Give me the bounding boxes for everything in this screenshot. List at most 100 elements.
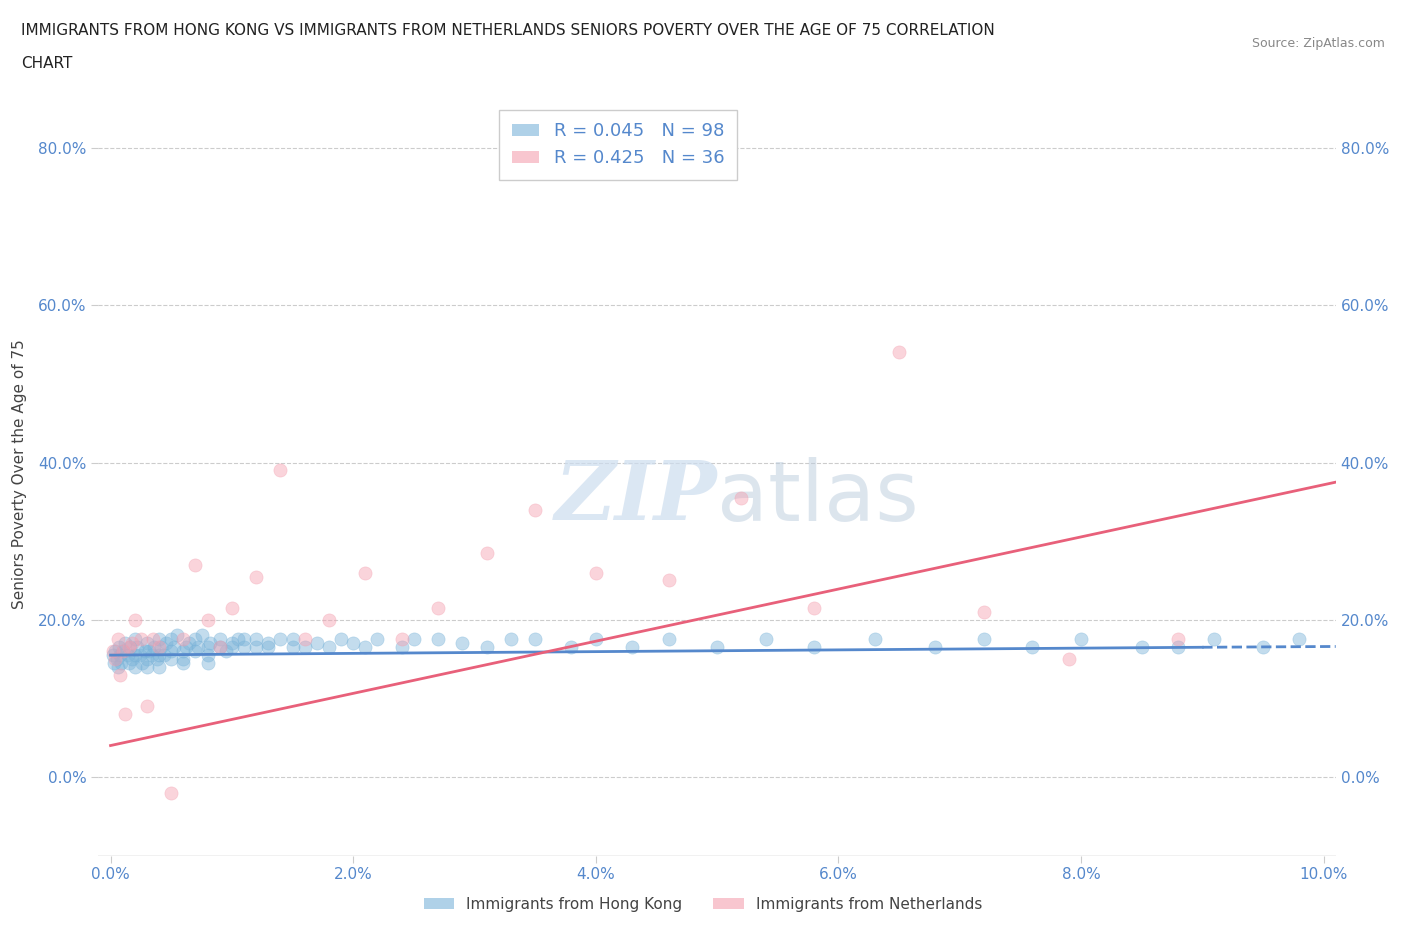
Point xyxy=(172,632,194,647)
Point xyxy=(221,640,243,655)
Legend: R = 0.045   N = 98, R = 0.425   N = 36: R = 0.045 N = 98, R = 0.425 N = 36 xyxy=(499,110,737,180)
Point xyxy=(197,656,219,671)
Point xyxy=(197,640,219,655)
Point xyxy=(208,632,231,647)
Point xyxy=(105,652,128,667)
Point xyxy=(184,557,207,572)
Point xyxy=(108,640,131,655)
Point xyxy=(973,632,995,647)
Point xyxy=(657,632,679,647)
Point xyxy=(190,628,212,643)
Text: CHART: CHART xyxy=(21,56,73,71)
Point xyxy=(124,612,146,627)
Point xyxy=(136,636,159,651)
Point xyxy=(245,632,267,647)
Point xyxy=(118,640,141,655)
Point xyxy=(354,565,377,580)
Point xyxy=(153,647,176,662)
Point xyxy=(111,644,134,658)
Point xyxy=(114,707,136,722)
Point xyxy=(121,636,143,651)
Text: Source: ZipAtlas.com: Source: ZipAtlas.com xyxy=(1251,37,1385,50)
Point xyxy=(330,632,353,647)
Point xyxy=(524,632,547,647)
Point xyxy=(269,632,291,647)
Point xyxy=(121,652,143,667)
Point xyxy=(104,652,127,667)
Point xyxy=(281,640,304,655)
Point xyxy=(134,644,156,658)
Point xyxy=(269,463,291,478)
Point xyxy=(104,644,127,658)
Point xyxy=(148,647,170,662)
Point xyxy=(184,644,207,658)
Point xyxy=(1167,632,1189,647)
Point xyxy=(803,640,825,655)
Point xyxy=(427,632,450,647)
Point xyxy=(1288,632,1310,647)
Point xyxy=(124,632,146,647)
Point xyxy=(427,601,450,616)
Point xyxy=(143,640,166,655)
Point xyxy=(226,632,249,647)
Point xyxy=(136,698,159,713)
Point xyxy=(208,640,231,655)
Point xyxy=(124,659,146,674)
Point xyxy=(142,632,165,647)
Point xyxy=(160,652,183,667)
Point xyxy=(136,652,159,667)
Point xyxy=(160,785,183,800)
Point xyxy=(141,647,163,662)
Point xyxy=(1204,632,1226,647)
Point xyxy=(128,647,150,662)
Point xyxy=(172,644,194,658)
Point xyxy=(342,636,364,651)
Point xyxy=(475,546,498,561)
Point xyxy=(150,640,173,655)
Point xyxy=(110,656,132,671)
Point xyxy=(114,636,136,651)
Point xyxy=(172,652,194,667)
Point xyxy=(451,636,474,651)
Point xyxy=(160,644,183,658)
Point xyxy=(621,640,644,655)
Point xyxy=(127,640,149,655)
Point xyxy=(179,636,201,651)
Point xyxy=(887,345,910,360)
Point xyxy=(281,632,304,647)
Point xyxy=(148,640,170,655)
Point xyxy=(1251,640,1274,655)
Y-axis label: Seniors Poverty Over the Age of 75: Seniors Poverty Over the Age of 75 xyxy=(13,339,27,609)
Point xyxy=(585,565,607,580)
Point xyxy=(131,656,153,671)
Legend: Immigrants from Hong Kong, Immigrants from Netherlands: Immigrants from Hong Kong, Immigrants fr… xyxy=(418,891,988,918)
Point xyxy=(924,640,946,655)
Point xyxy=(499,632,522,647)
Point xyxy=(107,632,129,647)
Point xyxy=(187,640,209,655)
Point xyxy=(233,640,256,655)
Text: IMMIGRANTS FROM HONG KONG VS IMMIGRANTS FROM NETHERLANDS SENIORS POVERTY OVER TH: IMMIGRANTS FROM HONG KONG VS IMMIGRANTS … xyxy=(21,23,995,38)
Point xyxy=(318,640,340,655)
Point xyxy=(208,640,231,655)
Point xyxy=(973,604,995,619)
Point xyxy=(1167,640,1189,655)
Point xyxy=(166,628,188,643)
Point xyxy=(162,640,184,655)
Point xyxy=(706,640,728,655)
Point xyxy=(215,644,238,658)
Point xyxy=(354,640,377,655)
Point xyxy=(245,569,267,584)
Point xyxy=(145,652,167,667)
Point xyxy=(257,636,280,651)
Point xyxy=(174,640,197,655)
Point xyxy=(110,647,132,662)
Point xyxy=(172,656,194,671)
Point xyxy=(198,636,221,651)
Point xyxy=(402,632,425,647)
Point xyxy=(129,632,152,647)
Point xyxy=(221,601,243,616)
Point xyxy=(863,632,886,647)
Point xyxy=(221,636,243,651)
Point xyxy=(138,644,160,658)
